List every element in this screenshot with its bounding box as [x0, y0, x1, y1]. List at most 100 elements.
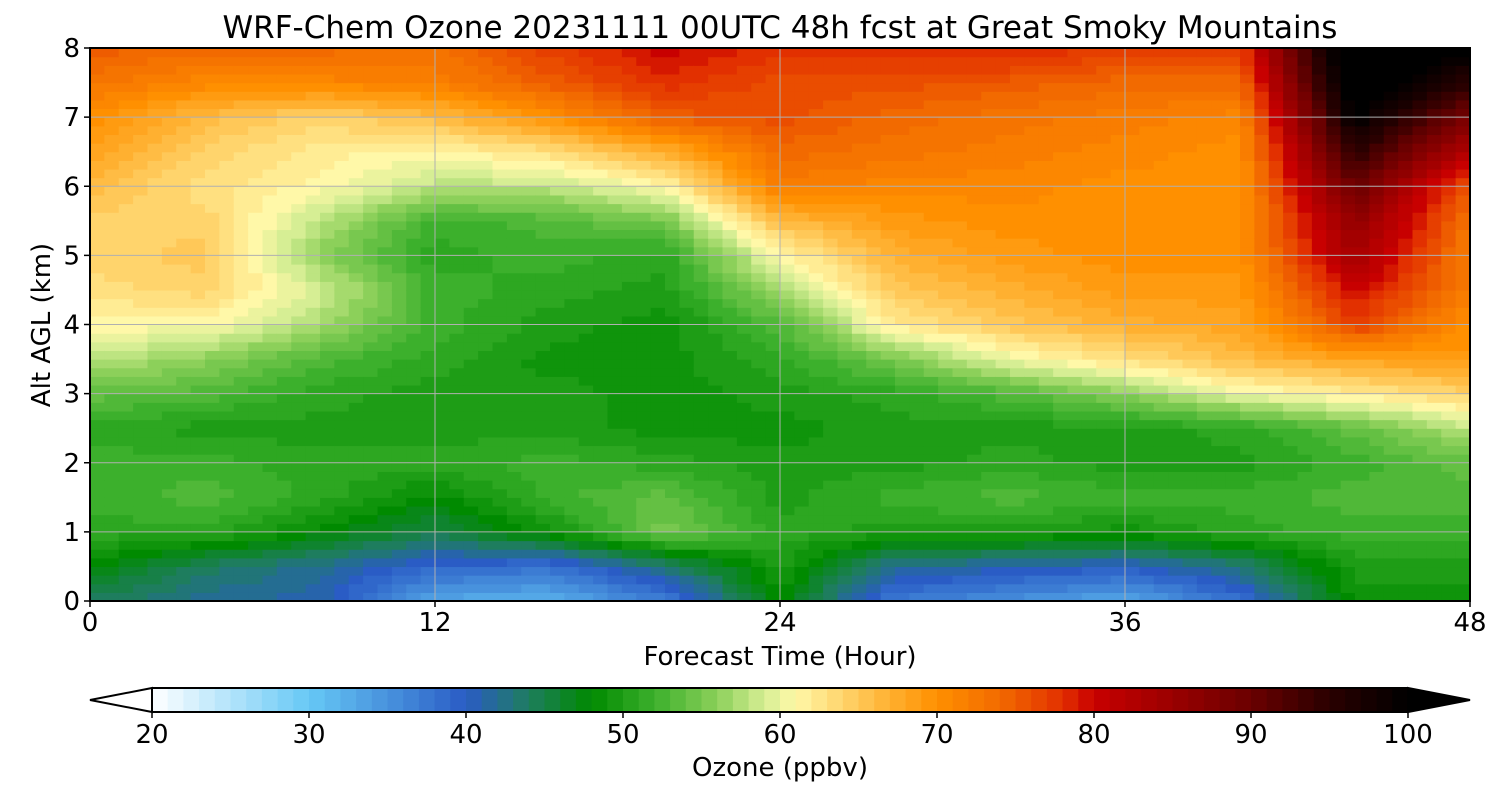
heatmap-cell: [305, 410, 321, 421]
heatmap-cell: [205, 445, 220, 455]
heatmap-cell: [995, 246, 1011, 256]
heatmap-cell: [794, 497, 810, 507]
heatmap-cell: [923, 505, 939, 516]
heatmap-cell: [880, 384, 896, 395]
heatmap-cell: [219, 220, 235, 231]
heatmap-cell: [895, 246, 910, 256]
heatmap-cell: [348, 168, 364, 179]
heatmap-cell: [665, 540, 680, 550]
heatmap-cell: [722, 289, 738, 300]
heatmap-cell: [305, 315, 321, 326]
heatmap-cell: [550, 557, 565, 568]
heatmap-cell: [722, 367, 738, 377]
heatmap-cell: [305, 592, 321, 601]
heatmap-cell: [147, 82, 163, 92]
heatmap-cell: [276, 108, 292, 118]
heatmap-cell: [665, 557, 680, 568]
heatmap-cell: [938, 410, 954, 421]
heatmap-cell: [147, 134, 163, 144]
heatmap-cell: [923, 575, 939, 585]
heatmap-cell: [909, 583, 925, 593]
heatmap-cell: [1024, 65, 1040, 75]
heatmap-cell: [780, 125, 795, 136]
heatmap-cell: [851, 531, 867, 542]
heatmap-cell: [1081, 367, 1097, 377]
heatmap-cell: [679, 298, 695, 308]
heatmap-cell: [348, 125, 364, 136]
heatmap-cell: [578, 367, 594, 377]
heatmap-cell: [492, 203, 508, 213]
heatmap-cell: [564, 48, 580, 58]
heatmap-cell: [463, 246, 479, 256]
heatmap-cell: [1110, 289, 1126, 300]
heatmap-cell: [1024, 333, 1040, 343]
heatmap-cell: [693, 65, 709, 75]
heatmap-cell: [665, 445, 680, 455]
heatmap-cell: [104, 488, 120, 498]
heatmap-cell: [248, 289, 264, 300]
heatmap-cell: [736, 108, 752, 118]
heatmap-cell: [233, 125, 249, 136]
heatmap-cell: [305, 557, 321, 568]
heatmap-cell: [90, 497, 105, 507]
heatmap-cell: [1053, 143, 1069, 153]
heatmap-cell: [1024, 549, 1040, 559]
heatmap-cell: [363, 367, 379, 377]
heatmap-cell: [1182, 315, 1198, 326]
heatmap-cell: [1081, 350, 1097, 360]
heatmap-cell: [780, 462, 795, 472]
heatmap-cell: [248, 471, 264, 481]
heatmap-cell: [650, 549, 666, 559]
heatmap-cell: [736, 203, 752, 213]
heatmap-cell: [808, 575, 824, 585]
heatmap-cell: [1081, 402, 1097, 412]
heatmap-cell: [1125, 65, 1140, 75]
heatmap-cell: [1125, 117, 1140, 127]
heatmap-cell: [492, 117, 508, 127]
heatmap-cell: [564, 583, 580, 593]
heatmap-cell: [435, 91, 450, 101]
chart-title: WRF-Chem Ozone 20231111 00UTC 48h fcst a…: [223, 10, 1338, 46]
heatmap-cell: [435, 99, 450, 110]
heatmap-cell: [463, 488, 479, 498]
heatmap-cell: [895, 419, 910, 429]
heatmap-cell: [1067, 410, 1083, 421]
heatmap-cell: [1110, 264, 1126, 274]
heatmap-cell: [391, 350, 407, 360]
heatmap-cell: [851, 264, 867, 274]
heatmap-cell: [751, 272, 767, 282]
heatmap-cell: [938, 350, 954, 360]
heatmap-cell: [334, 212, 350, 222]
heatmap-cell: [190, 445, 206, 455]
heatmap-cell: [535, 557, 551, 568]
heatmap-cell: [780, 384, 795, 395]
heatmap-cell: [708, 99, 724, 110]
heatmap-cell: [1096, 307, 1112, 317]
heatmap-cell: [679, 436, 695, 447]
heatmap-cell: [794, 341, 810, 352]
heatmap-cell: [276, 48, 292, 58]
heatmap-cell: [1053, 471, 1069, 481]
heatmap-cell: [334, 65, 350, 75]
heatmap-cell: [938, 341, 954, 352]
heatmap-cell: [320, 108, 335, 118]
heatmap-cell: [909, 324, 925, 334]
heatmap-cell: [205, 238, 220, 248]
heatmap-cell: [823, 73, 839, 84]
heatmap-cell: [1168, 151, 1184, 161]
heatmap-cell: [1038, 583, 1054, 593]
heatmap-cell: [1081, 445, 1097, 455]
heatmap-cell: [420, 307, 436, 317]
heatmap-cell: [176, 238, 192, 248]
heatmap-cell: [377, 264, 393, 274]
heatmap-cell: [190, 108, 206, 118]
heatmap-cell: [981, 549, 997, 559]
heatmap-cell: [636, 428, 652, 438]
heatmap-cell: [995, 48, 1011, 58]
heatmap-cell: [966, 108, 982, 118]
heatmap-cell: [161, 238, 177, 248]
heatmap-cell: [1153, 497, 1169, 507]
heatmap-cell: [262, 454, 278, 464]
heatmap-cell: [147, 566, 163, 576]
heatmap-cell: [851, 523, 867, 533]
